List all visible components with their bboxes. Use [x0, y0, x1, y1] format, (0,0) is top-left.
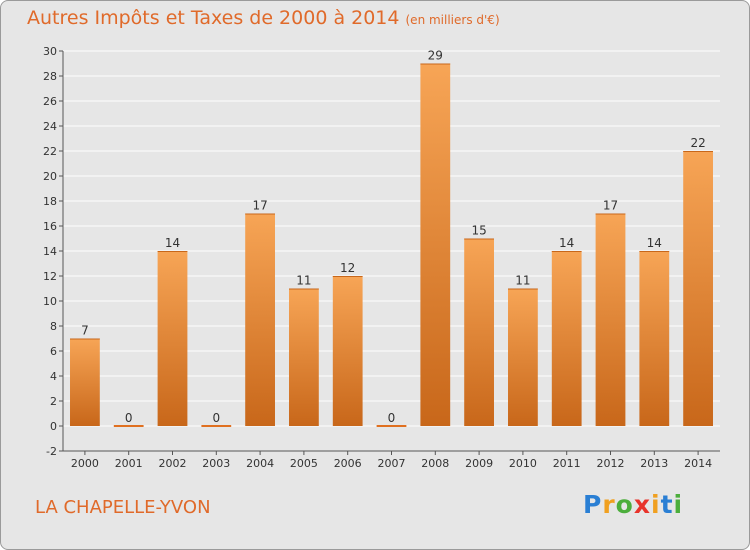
x-tick-label: 2009	[465, 457, 493, 470]
data-label: 22	[690, 136, 705, 150]
y-tick-label: 18	[43, 195, 57, 208]
data-label: 11	[296, 274, 311, 288]
y-tick-label: 24	[43, 120, 57, 133]
bar	[157, 251, 188, 426]
bar	[245, 213, 275, 426]
y-tick-label: 0	[50, 420, 57, 433]
y-tick-label: 8	[50, 320, 57, 333]
x-tick-label: 2008	[421, 457, 449, 470]
data-label: 0	[388, 411, 396, 425]
x-tick-label: 2000	[71, 457, 99, 470]
data-label: 29	[428, 49, 443, 63]
bar	[464, 238, 494, 426]
y-tick-label: 4	[50, 370, 57, 383]
data-label: 14	[165, 236, 180, 250]
bar	[683, 151, 713, 426]
logo-letter: t	[660, 490, 674, 519]
logo-letter: P	[583, 490, 603, 519]
data-label: 17	[252, 199, 267, 213]
y-tick-label: 26	[43, 95, 57, 108]
x-tick-label: 2001	[115, 457, 143, 470]
y-tick-label: 22	[43, 145, 57, 158]
bar	[332, 276, 363, 426]
logo-letter: x	[633, 490, 651, 519]
x-tick-label: 2002	[159, 457, 187, 470]
data-label: 7	[81, 324, 89, 338]
y-tick-label: 28	[43, 70, 57, 83]
x-tick-label: 2013	[640, 457, 668, 470]
location-name: LA CHAPELLE-YVON	[35, 497, 211, 518]
bar	[595, 213, 626, 426]
x-tick-label: 2004	[246, 457, 274, 470]
x-tick-label: 2010	[509, 457, 537, 470]
data-label: 15	[471, 224, 486, 238]
x-tick-label: 2003	[202, 457, 230, 470]
bar	[551, 251, 582, 426]
bars	[70, 63, 713, 427]
x-tick-label: 2006	[334, 457, 362, 470]
x-tick-label: 2005	[290, 457, 318, 470]
bar	[70, 338, 100, 426]
proxiti-logo: Proxiti	[583, 490, 683, 519]
data-labels: 7 0 14 0 17 11 12 0 29 15 11 14 17 14 22	[81, 49, 706, 426]
logo-letter: i	[673, 490, 684, 519]
y-tick-label: 16	[43, 220, 57, 233]
logo-letter: o	[615, 490, 634, 519]
y-tick-label: 30	[43, 45, 57, 58]
x-tick-label: 2011	[553, 457, 581, 470]
bar	[639, 251, 670, 426]
y-tick-label: 2	[50, 395, 57, 408]
chart-title: Autres Impôts et Taxes de 2000 à 2014 (en…	[27, 7, 500, 29]
data-label: 0	[125, 411, 133, 425]
x-tick-label: 2007	[378, 457, 406, 470]
y-tick-label: 10	[43, 295, 57, 308]
data-label: 11	[515, 274, 530, 288]
bar	[508, 288, 538, 426]
data-label: 12	[340, 261, 355, 275]
x-tick-label: 2012	[597, 457, 625, 470]
chart-title-main: Autres Impôts et Taxes de 2000 à 2014	[27, 7, 400, 29]
data-label: 14	[647, 236, 662, 250]
y-tick-label: 12	[43, 270, 57, 283]
logo-letter: i	[651, 490, 661, 519]
data-label: 0	[212, 411, 220, 425]
y-tick-label: 20	[43, 170, 57, 183]
chart-subtitle: (en milliers d'€)	[405, 13, 500, 27]
data-label: 14	[559, 236, 574, 250]
y-tick-label: 6	[50, 345, 57, 358]
y-tick-label: 14	[43, 245, 57, 258]
x-tick-label: 2014	[684, 457, 712, 470]
y-tick-label: -2	[46, 445, 57, 458]
logo-letter: r	[602, 490, 616, 519]
data-label: 17	[603, 199, 618, 213]
bar	[289, 288, 319, 426]
bar	[420, 63, 451, 426]
